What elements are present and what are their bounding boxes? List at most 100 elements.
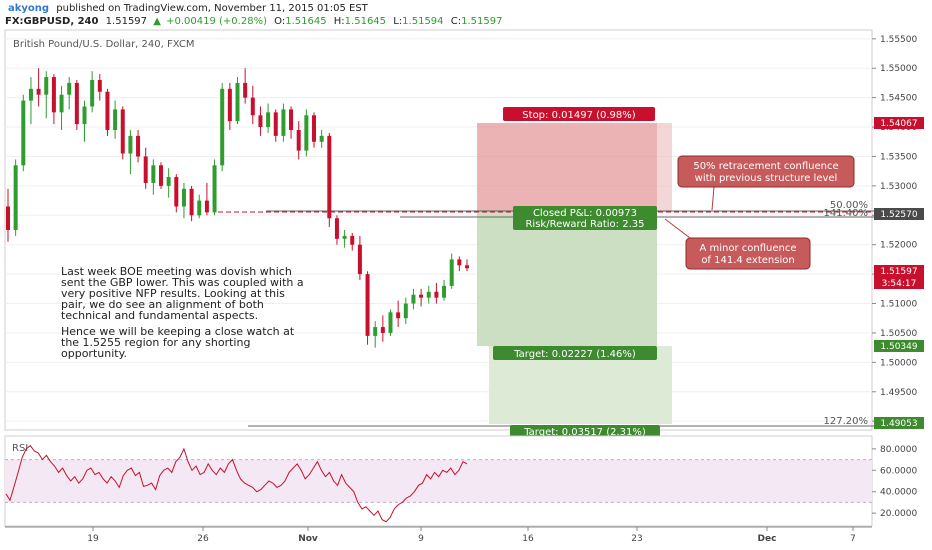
candle-body: [59, 94, 64, 113]
candle-body: [334, 218, 339, 239]
price-axis-tags: 1.54067 1.52570 1.51597 3:54:17 1.50349 …: [874, 117, 924, 429]
target2-price-tag-text: 1.49053: [880, 419, 917, 429]
candle-body: [312, 115, 316, 142]
candle-body: [128, 135, 133, 154]
candle-body: [166, 177, 171, 186]
candle-body: [105, 91, 110, 130]
annotation-line-9: opportunity.: [61, 347, 127, 360]
rsi-axis-label: 40.0000: [880, 488, 917, 498]
stop-label-box[interactable]: [503, 107, 655, 121]
stop-zone-extension: [657, 123, 672, 212]
candle-body: [342, 235, 347, 239]
price-pane: [4, 29, 873, 431]
countdown-tag: [874, 277, 924, 289]
price-axis-label: 1.55000: [880, 64, 917, 74]
candle-body: [388, 312, 393, 333]
price-axis-label: 1.49500: [880, 388, 917, 398]
time-axis-label: 23: [631, 534, 642, 544]
rsi-line: [5, 444, 468, 523]
candle-body: [419, 294, 424, 298]
candle-body: [13, 165, 18, 230]
candle-body: [426, 291, 431, 298]
risk-reward-label: Risk/Reward Ratio: 2.35: [525, 219, 644, 230]
price-axis-label: 1.53500: [880, 152, 917, 162]
candle-body: [411, 294, 416, 304]
chart-header: akyong published on TradingView.com, Nov…: [5, 3, 502, 27]
last-price-tag-text: 1.51597: [880, 267, 917, 277]
candle-body: [350, 235, 355, 245]
stop-zone[interactable]: [477, 123, 657, 212]
time-axis-label: 19: [87, 534, 99, 544]
candle-body: [174, 177, 179, 207]
candle-body: [442, 285, 447, 298]
svg-text:akyong published on Trad: akyong published on TradingView.com, Nov…: [8, 3, 369, 14]
callout-retracement-line1: 50% retracement confluence: [693, 161, 838, 172]
candle-body: [457, 259, 462, 266]
trade-labels: Stop: 0.01497 (0.98%) Closed P&L: 0.0097…: [493, 107, 660, 439]
entry-price-tag: [874, 208, 924, 220]
candle-body: [380, 327, 385, 333]
target-zone[interactable]: [477, 212, 657, 346]
callout-minor-pointer: [664, 218, 691, 239]
candle-body: [197, 200, 202, 216]
pnl-label: Closed P&L: 0.00973: [533, 208, 637, 219]
header-open-label: O:: [274, 16, 285, 27]
time-axis[interactable]: 19 26 Nov 9 16 23 Dec 7: [5, 526, 872, 544]
candle-body: [136, 135, 141, 157]
rsi-axis[interactable]: 80.0000 60.0000 40.0000 20.0000: [872, 445, 917, 519]
annotation-text[interactable]: Last week BOE meeting was dovish which s…: [61, 265, 304, 360]
candle-body: [6, 206, 10, 230]
candle-body: [151, 165, 156, 183]
time-axis-label: 26: [197, 534, 209, 544]
rsi-label: RSI: [12, 443, 28, 454]
stop-price-tag: [874, 117, 924, 129]
candle-body: [365, 274, 370, 336]
header-user[interactable]: akyong: [8, 3, 49, 14]
candle-body: [296, 130, 301, 151]
annotation-line-2: sent the GBP lower. This was coupled wit…: [61, 276, 304, 289]
annotation-line-5: technical and fundamental aspects.: [61, 309, 258, 322]
target2-price-tag: [874, 417, 924, 429]
candle-body: [304, 115, 309, 151]
callout-retracement-box: [677, 155, 855, 188]
candle-body: [189, 188, 194, 216]
candle-body: [97, 80, 102, 92]
annotation-line-4: pair, we do see an alignment of both: [61, 298, 264, 311]
candle-body: [21, 100, 26, 166]
header-low-label: L:: [393, 16, 402, 27]
candle-body: [250, 97, 255, 116]
callout-minor[interactable]: A minor confluence of 141.4 extension: [664, 218, 811, 270]
candle-body: [373, 327, 378, 336]
header-close-label: C:: [451, 16, 461, 27]
position-zones: [477, 123, 672, 424]
callout-retracement[interactable]: 50% retracement confluence with previous…: [677, 155, 855, 211]
pnl-label-box[interactable]: [513, 206, 657, 230]
candle-body: [434, 291, 439, 298]
annotation-line-7: Hence we will be keeping a close watch a…: [61, 325, 295, 338]
time-axis-label: 16: [522, 534, 534, 544]
candle-body: [357, 244, 362, 275]
header-low: 1.51594: [402, 16, 443, 27]
price-axis-label: 1.50500: [880, 329, 917, 339]
rsi-grid: [5, 459, 872, 503]
candle-body: [51, 77, 56, 113]
svg-text:FX:GBPUSD, 240 1.51597: FX:GBPUSD, 240 1.51597 ▲ +0.00419 (+0.28…: [5, 16, 502, 27]
time-axis-label: Dec: [758, 534, 777, 544]
fib-127-label: 127.20%: [824, 416, 869, 427]
candlestick-series: [6, 68, 469, 348]
candle-body: [67, 82, 72, 95]
stop-label: Stop: 0.01497 (0.98%): [522, 110, 635, 121]
target1-price-tag: [874, 340, 924, 352]
candle-body: [243, 82, 248, 98]
price-axis-label: 1.50000: [880, 358, 917, 368]
candle-body: [281, 109, 286, 136]
candle-body: [90, 80, 95, 107]
target1-label: Target: 0.02227 (1.46%): [513, 349, 636, 360]
rsi-band: [5, 459, 872, 503]
target1-label-box[interactable]: [493, 346, 657, 360]
header-high: 1.51645: [345, 16, 386, 27]
fib-50-label: 50.00%: [830, 200, 868, 211]
annotation-line-1: Last week BOE meeting was dovish which: [61, 265, 292, 278]
header-published: published on TradingView.com, November 1…: [56, 3, 368, 14]
candle-body: [258, 115, 263, 128]
